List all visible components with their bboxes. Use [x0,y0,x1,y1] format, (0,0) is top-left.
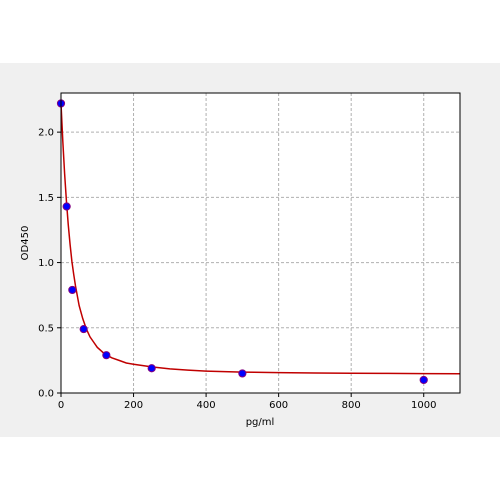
plot-frame [60,92,461,394]
x-tick-label: 600 [269,400,288,411]
y-tick-label: 1.5 [38,193,54,204]
data-point [238,369,247,378]
y-tick-label: 1.0 [38,258,54,269]
data-point [102,351,111,360]
data-point [147,364,156,373]
x-axis-label: pg/ml [246,417,275,428]
x-tick-label: 200 [124,400,143,411]
x-tick-label: 0 [58,400,64,411]
data-points-layer [56,99,428,385]
y-tick-label: 0.5 [38,323,54,334]
plot-area [61,93,460,393]
x-tick-label: 1000 [411,400,436,411]
x-tick-label: 800 [342,400,361,411]
data-point [68,285,77,295]
x-tick-label: 400 [197,400,216,411]
data-point [419,375,428,385]
data-point [79,324,88,334]
y-tick-label: 0.0 [38,389,54,400]
y-tick-label: 2.0 [38,128,54,139]
x-axis-ticks: 0 200 400 600 800 1000 [58,393,436,411]
y-axis-label: OD450 [20,226,31,261]
y-axis-ticks: 0.0 0.5 1.0 1.5 2.0 [38,128,61,400]
grid-lines [61,93,460,393]
data-point [62,202,71,211]
